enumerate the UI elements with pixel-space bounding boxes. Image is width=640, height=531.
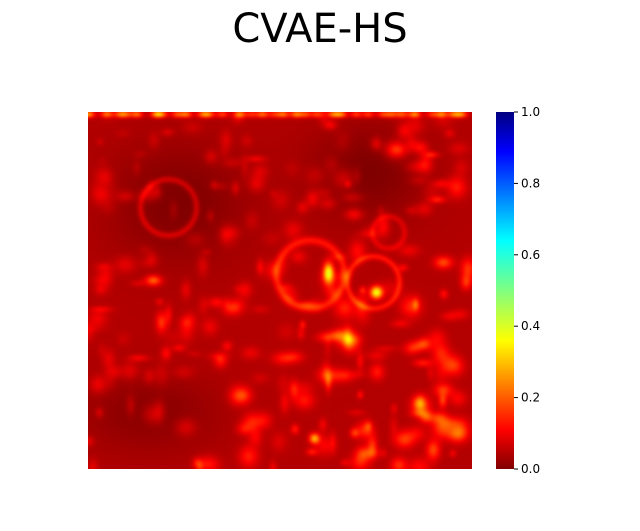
heatmap-image xyxy=(88,112,472,469)
colorbar-tick-label: 0.6 xyxy=(521,248,540,262)
colorbar: 0.0 0.2 0.4 0.6 0.8 1.0 xyxy=(496,105,540,476)
colorbar-tick-label: 0.8 xyxy=(521,176,540,190)
colorbar-tick-label: 0.2 xyxy=(521,391,540,405)
colorbar-tick-label: 1.0 xyxy=(521,105,540,119)
colorbar-gradient xyxy=(496,112,514,469)
chart-title: CVAE-HS xyxy=(232,6,408,52)
colorbar-tick-label: 0.0 xyxy=(521,462,540,476)
colorbar-tick-label: 0.4 xyxy=(521,319,540,333)
